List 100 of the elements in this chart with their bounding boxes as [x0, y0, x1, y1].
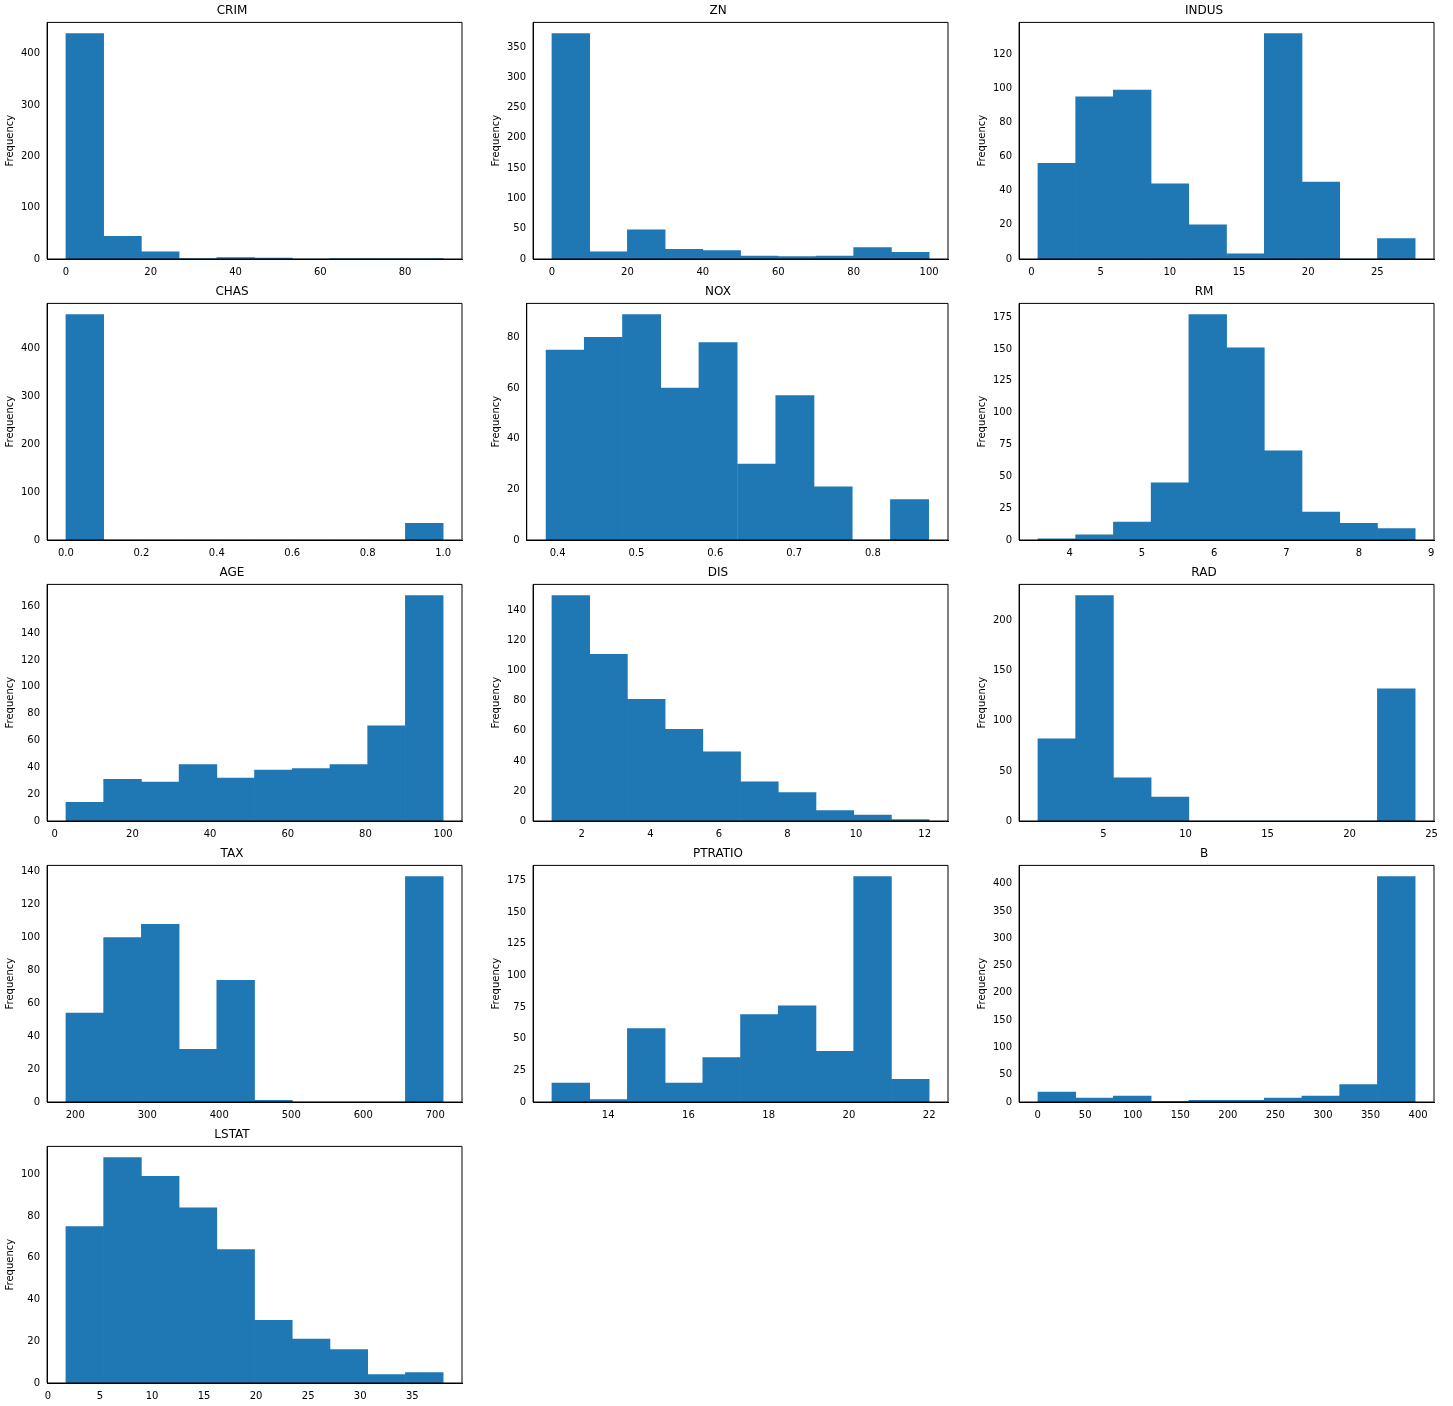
- x-tick-label: 2: [578, 827, 585, 839]
- x-tick-label: 40: [203, 827, 217, 839]
- y-tick-label: 80: [506, 331, 520, 343]
- y-axis-title: Frequency: [975, 957, 987, 1010]
- y-tick-label: 100: [20, 680, 41, 692]
- y-tick-label: 150: [992, 664, 1013, 676]
- y-tick-label: 80: [27, 707, 41, 719]
- chart-title: PTRATIO: [692, 846, 744, 861]
- y-tick-label: 100: [506, 192, 527, 204]
- y-tick-label: 0: [1005, 533, 1013, 545]
- x-tick-label: 80: [847, 265, 861, 277]
- y-tick-label: 0: [519, 814, 527, 826]
- y-axis-title: Frequency: [3, 676, 15, 729]
- y-tick-label: 80: [513, 694, 527, 706]
- x-tick-label: 5: [1138, 546, 1146, 558]
- x-tick-label: 1.0: [435, 546, 452, 558]
- y-tick-label: 0: [519, 1095, 527, 1107]
- y-axis-title: Frequency: [3, 395, 15, 448]
- y-tick-label: 200: [20, 437, 41, 449]
- y-tick-label: 50: [999, 764, 1013, 776]
- y-tick-label: 60: [999, 150, 1013, 162]
- y-tick-label: 120: [20, 898, 41, 910]
- y-axis-title: Frequency: [489, 114, 501, 167]
- y-tick-label: 40: [27, 1293, 41, 1305]
- y-tick-label: 0: [33, 1095, 41, 1107]
- y-axis-title: Frequency: [3, 114, 15, 167]
- y-tick-label: 150: [506, 905, 527, 917]
- y-tick-label: 120: [506, 634, 527, 646]
- chart-title: INDUS: [1184, 3, 1224, 18]
- x-tick-label: 25: [1425, 827, 1438, 839]
- x-tick-label: 15: [1261, 827, 1274, 839]
- y-tick-label: 50: [999, 469, 1013, 481]
- x-tick-label: 80: [359, 827, 372, 839]
- x-tick-label: 40: [696, 265, 710, 277]
- x-tick-label: 5: [1100, 827, 1107, 839]
- y-tick-label: 50: [513, 1032, 527, 1044]
- y-tick-label: 125: [992, 374, 1013, 386]
- x-tick-label: 0.5: [628, 546, 645, 558]
- x-tick-label: 6: [1211, 546, 1218, 558]
- x-tick-label: 60: [771, 265, 785, 277]
- x-tick-label: 50: [1078, 1108, 1092, 1120]
- x-tick-label: 10: [1179, 827, 1192, 839]
- x-tick-label: 9: [1427, 546, 1435, 558]
- x-tick-label: 20: [249, 1389, 263, 1401]
- y-axis-title: Frequency: [489, 395, 501, 448]
- y-tick-label: 0: [33, 1376, 41, 1388]
- x-tick-label: 6: [715, 827, 723, 839]
- y-tick-label: 400: [992, 877, 1013, 889]
- y-tick-label: 20: [506, 482, 520, 494]
- y-tick-label: 80: [999, 116, 1013, 128]
- x-tick-label: 16: [682, 1108, 695, 1120]
- y-tick-label: 100: [20, 931, 41, 943]
- y-tick-label: 350: [506, 40, 527, 52]
- y-tick-label: 140: [20, 626, 41, 638]
- y-tick-label: 60: [513, 724, 527, 736]
- x-tick-label: 150: [1170, 1108, 1190, 1120]
- y-tick-label: 250: [506, 101, 527, 113]
- x-tick-label: 0.8: [864, 546, 881, 558]
- y-tick-label: 25: [999, 501, 1013, 513]
- y-tick-label: 40: [999, 184, 1013, 196]
- x-tick-label: 14: [601, 1108, 615, 1120]
- x-tick-label: 0: [548, 265, 556, 277]
- y-tick-label: 140: [20, 865, 41, 877]
- x-tick-label: 0.8: [359, 546, 376, 558]
- chart-title: ZN: [709, 3, 727, 18]
- x-tick-label: 25: [301, 1389, 315, 1401]
- y-tick-label: 20: [27, 1334, 41, 1346]
- y-tick-label: 0: [1005, 252, 1013, 264]
- x-tick-label: 0.0: [57, 546, 74, 558]
- y-tick-label: 100: [992, 406, 1013, 418]
- y-tick-label: 150: [506, 161, 527, 173]
- x-tick-label: 20: [126, 827, 139, 839]
- y-tick-label: 100: [20, 201, 41, 213]
- y-tick-label: 400: [20, 342, 41, 354]
- y-axis-title: Frequency: [975, 114, 987, 167]
- x-tick-label: 200: [65, 1108, 85, 1120]
- chart-title: B: [1199, 846, 1209, 861]
- chart-title: CRIM: [216, 3, 248, 18]
- y-tick-label: 200: [506, 131, 527, 143]
- x-tick-label: 0.4: [549, 546, 566, 558]
- y-tick-label: 0: [1005, 1095, 1013, 1107]
- y-tick-label: 125: [506, 937, 527, 949]
- x-tick-label: 80: [398, 265, 412, 277]
- y-tick-label: 75: [999, 438, 1013, 450]
- x-tick-label: 0: [1034, 1108, 1041, 1120]
- y-tick-label: 200: [992, 986, 1013, 998]
- y-tick-label: 100: [506, 664, 527, 676]
- chart-title: AGE: [219, 565, 245, 580]
- x-tick-label: 0.6: [284, 546, 301, 558]
- x-tick-label: 0: [44, 1389, 52, 1401]
- x-tick-label: 300: [137, 1108, 157, 1120]
- x-tick-label: 60: [313, 265, 327, 277]
- y-tick-label: 0: [33, 814, 41, 826]
- x-tick-label: 10: [849, 827, 863, 839]
- y-axis-title: Frequency: [489, 957, 501, 1010]
- y-tick-label: 75: [513, 1000, 527, 1012]
- x-tick-label: 0.2: [133, 546, 150, 558]
- chart-title: NOX: [705, 284, 731, 299]
- x-tick-label: 40: [229, 265, 242, 277]
- y-tick-label: 60: [27, 734, 41, 746]
